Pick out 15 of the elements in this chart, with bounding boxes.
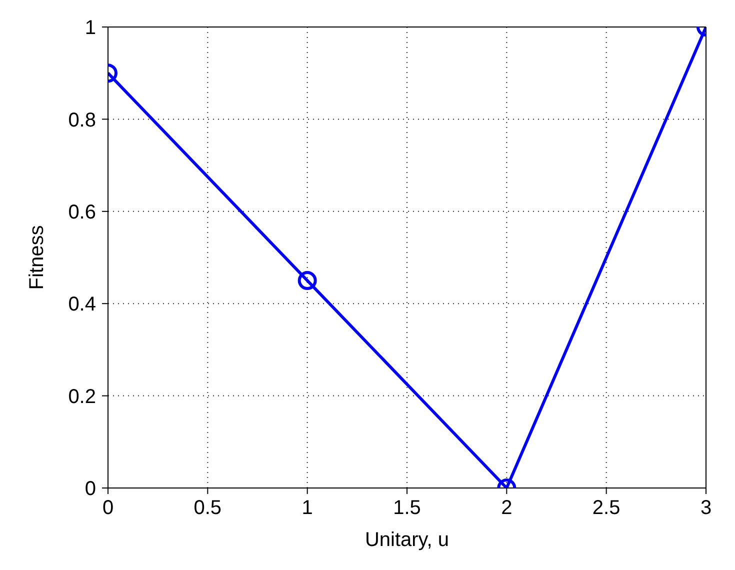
x-tick-label: 0 <box>102 497 114 520</box>
y-tick-label: 0.8 <box>68 109 96 132</box>
y-tick-label: 0.4 <box>68 294 96 316</box>
y-tick-label: 0.2 <box>68 386 96 408</box>
x-axis-title: Unitary, u <box>364 529 450 551</box>
x-tick-label: 2.5 <box>592 497 620 520</box>
x-tick-label: 2 <box>501 497 512 520</box>
y-tick-label: 1 <box>84 17 96 40</box>
y-tick-label: 0 <box>84 478 96 500</box>
x-tick-label: 3 <box>700 497 712 520</box>
x-tick-label: 1.5 <box>393 497 421 520</box>
y-tick-label: 0.6 <box>68 202 96 224</box>
y-axis-title: Fitness <box>26 225 48 290</box>
x-tick-label: 1 <box>302 497 313 520</box>
x-tick-label: 0.5 <box>194 497 222 520</box>
